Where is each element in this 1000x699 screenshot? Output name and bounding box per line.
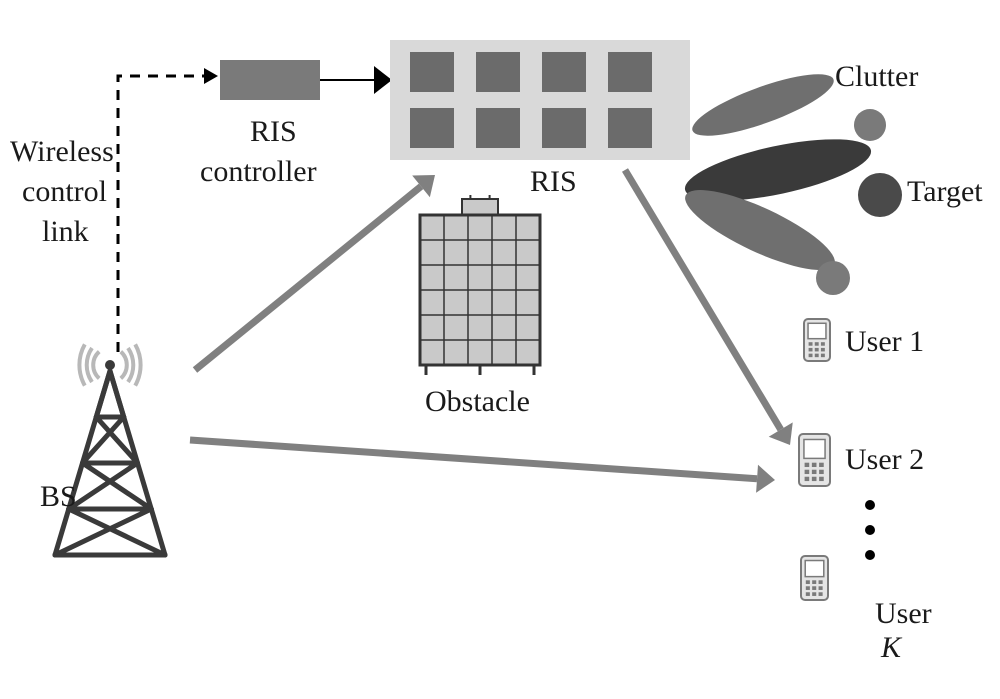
phone-icon [803, 318, 831, 362]
phone-icon [798, 433, 831, 487]
obstacle-label: Obstacle [425, 385, 530, 419]
wireless-label-1: Wireless [10, 135, 114, 169]
ris-element [476, 52, 520, 92]
bs-label: BS [40, 480, 77, 514]
ris-panel [390, 40, 690, 160]
target-label: Target [907, 175, 983, 209]
beam-end-dot [816, 261, 850, 295]
ris-element [542, 108, 586, 148]
ris-element [476, 108, 520, 148]
ellipsis-dot [865, 550, 875, 560]
userk-k: K [881, 631, 901, 664]
wireless-label-3: link [42, 215, 89, 249]
ris-label: RIS [530, 165, 577, 199]
ris-element [608, 108, 652, 148]
target-dot [858, 173, 902, 217]
clutter-dot [854, 109, 886, 141]
ris-element [542, 52, 586, 92]
userk-text: User [875, 597, 932, 630]
obstacle-building [410, 195, 550, 385]
ellipsis-dot [865, 525, 875, 535]
ris-element [410, 108, 454, 148]
bs-tower [50, 335, 260, 585]
ris-controller-label-1: RIS [250, 115, 297, 149]
user2-label: User 2 [845, 443, 924, 477]
ris-controller [220, 60, 320, 100]
ellipsis-dot [865, 500, 875, 510]
ris-element [608, 52, 652, 92]
user1-label: User 1 [845, 325, 924, 359]
clutter-label: Clutter [835, 60, 918, 94]
wireless-label-2: control [22, 175, 107, 209]
ris-element [410, 52, 454, 92]
phone-icon [800, 555, 829, 601]
ris-controller-label-2: controller [200, 155, 317, 189]
userk-label: User K [845, 563, 932, 699]
diagram-stage: Wireless control link RIS controller RIS… [0, 0, 1000, 627]
